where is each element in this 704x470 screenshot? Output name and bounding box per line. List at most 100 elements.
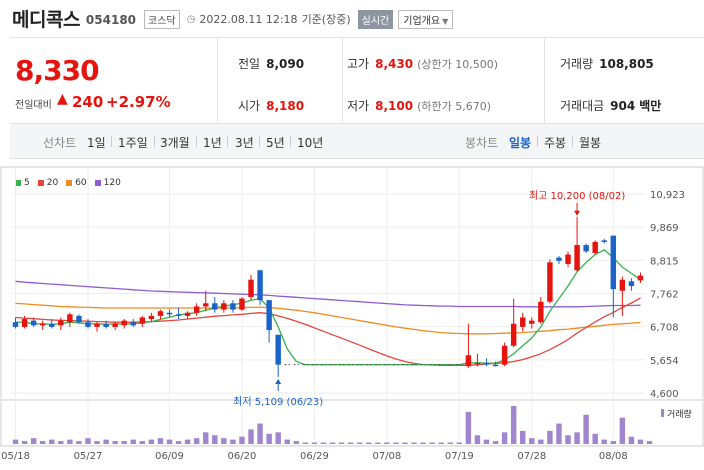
period-1week[interactable]: 1주일 xyxy=(118,136,148,150)
company-overview-dropdown[interactable]: 기업개요 ▼ xyxy=(398,9,454,29)
max-price-label: 최고 10,200 (08/02) xyxy=(529,190,625,202)
candle-body xyxy=(601,240,607,242)
candle-body xyxy=(76,315,82,323)
candle-body xyxy=(94,323,100,327)
legend-swatch xyxy=(15,180,21,186)
volume-bar xyxy=(529,438,535,444)
candle-body xyxy=(257,270,263,301)
candle-body xyxy=(465,355,472,367)
candle-weekly[interactable]: 주봉 xyxy=(544,136,567,150)
price-box: 8,330 전일대비 ▲ 240 +2.97% xyxy=(10,38,218,124)
candle-body xyxy=(139,317,146,324)
volume-bar xyxy=(257,423,263,444)
open-cell: 시가 8,180 xyxy=(238,97,304,114)
period-1day[interactable]: 1일 xyxy=(87,136,106,150)
price-change: 240 xyxy=(72,93,104,111)
volume-bar xyxy=(203,432,209,444)
stock-code: 054180 xyxy=(85,12,137,27)
candle xyxy=(637,272,644,283)
candle xyxy=(492,361,499,367)
stock-name: 메디콕스 xyxy=(12,8,80,31)
candle-body xyxy=(221,303,227,310)
candle-body xyxy=(21,319,28,327)
candle-body xyxy=(483,363,490,365)
candle-body xyxy=(166,312,173,315)
candle-body xyxy=(529,320,535,324)
y-tick-label: 8,815 xyxy=(650,256,679,267)
volume-bar xyxy=(67,439,73,444)
period-3months[interactable]: 3개월 xyxy=(160,136,190,150)
candle xyxy=(49,319,55,329)
upper-limit: (상한가 10,500) xyxy=(417,58,498,71)
period-10years[interactable]: 10년 xyxy=(297,136,324,150)
candle xyxy=(67,312,73,327)
legend-swatch xyxy=(66,180,73,186)
candle xyxy=(257,270,263,305)
legend-label: 20 xyxy=(46,178,59,188)
up-triangle-icon: ▲ xyxy=(57,91,68,107)
y-tick-label: 5,654 xyxy=(650,356,679,367)
y-tick-label: 10,923 xyxy=(650,190,685,201)
volume-bar xyxy=(438,442,444,444)
x-tick-label: 05/18 xyxy=(1,451,30,462)
ma5-line xyxy=(15,249,641,366)
candle-body xyxy=(157,311,164,316)
candle-body xyxy=(637,275,644,281)
chart-labels: 최고 10,200 (08/02) 최저 5,109 (06/23) 거래량 xyxy=(233,190,692,420)
candle-monthly[interactable]: 월봉 xyxy=(579,136,602,150)
candle-daily[interactable]: 일봉 xyxy=(509,136,532,150)
legend-label: 60 xyxy=(75,178,87,188)
low-value: 8,100 xyxy=(375,99,414,113)
period-3years[interactable]: 3년 xyxy=(235,136,254,150)
candle-body xyxy=(275,334,281,365)
candle xyxy=(628,278,635,291)
volume-bar xyxy=(583,414,589,444)
candle xyxy=(529,317,535,329)
volume-bar xyxy=(175,441,182,444)
volume-bar xyxy=(619,417,626,444)
legend-ma20: 20 xyxy=(37,178,59,188)
divider xyxy=(227,136,228,147)
period-1year[interactable]: 1년 xyxy=(203,136,222,150)
quote-datetime: 2022.08.11 12:18 xyxy=(199,12,298,26)
lower-limit: (하한가 5,670) xyxy=(417,100,491,113)
realtime-badge[interactable]: 실시간 xyxy=(357,9,394,29)
volume-bar xyxy=(637,439,644,444)
volume-legend-label: 거래량 xyxy=(667,408,692,420)
low-cell: 저가 8,100 (하한가 5,670) xyxy=(347,97,491,114)
high-label: 고가 xyxy=(347,57,370,71)
candle xyxy=(139,315,146,327)
candle xyxy=(157,309,164,320)
volume-bar xyxy=(94,441,100,444)
volume-value: 108,805 xyxy=(599,57,654,71)
open-value: 8,180 xyxy=(266,99,305,113)
volume-bar xyxy=(356,442,363,444)
volume-bar xyxy=(39,441,46,444)
chart-grid: 10,923 9,869 8,815 7,762 6,708 5,654 4,600 05/1… xyxy=(0,166,704,462)
candle-chart-label: 봉차트 xyxy=(465,136,499,150)
volume-cell: 거래량 108,805 xyxy=(560,55,654,72)
ma120-line xyxy=(15,280,641,308)
candle-body xyxy=(12,322,19,327)
company-overview-label: 기업개요 xyxy=(403,15,441,27)
candle xyxy=(148,312,155,323)
candle xyxy=(565,251,571,268)
candle-body xyxy=(619,279,626,291)
x-tick-label: 08/08 xyxy=(599,451,628,462)
volume-bar xyxy=(538,439,544,444)
candle xyxy=(212,297,218,313)
legend-ma120: 120 xyxy=(94,178,121,188)
volume-bar xyxy=(411,442,417,444)
candle-body xyxy=(39,323,46,326)
candle-body xyxy=(248,279,254,298)
divider xyxy=(154,136,155,147)
volume-bar xyxy=(293,441,300,444)
volume-bar xyxy=(212,435,218,444)
legend-swatch xyxy=(94,180,101,186)
y-tick-label: 6,708 xyxy=(650,323,679,334)
candle-body xyxy=(574,245,580,271)
period-5years[interactable]: 5년 xyxy=(266,136,285,150)
candle xyxy=(248,274,254,301)
volume-bars xyxy=(12,406,653,444)
